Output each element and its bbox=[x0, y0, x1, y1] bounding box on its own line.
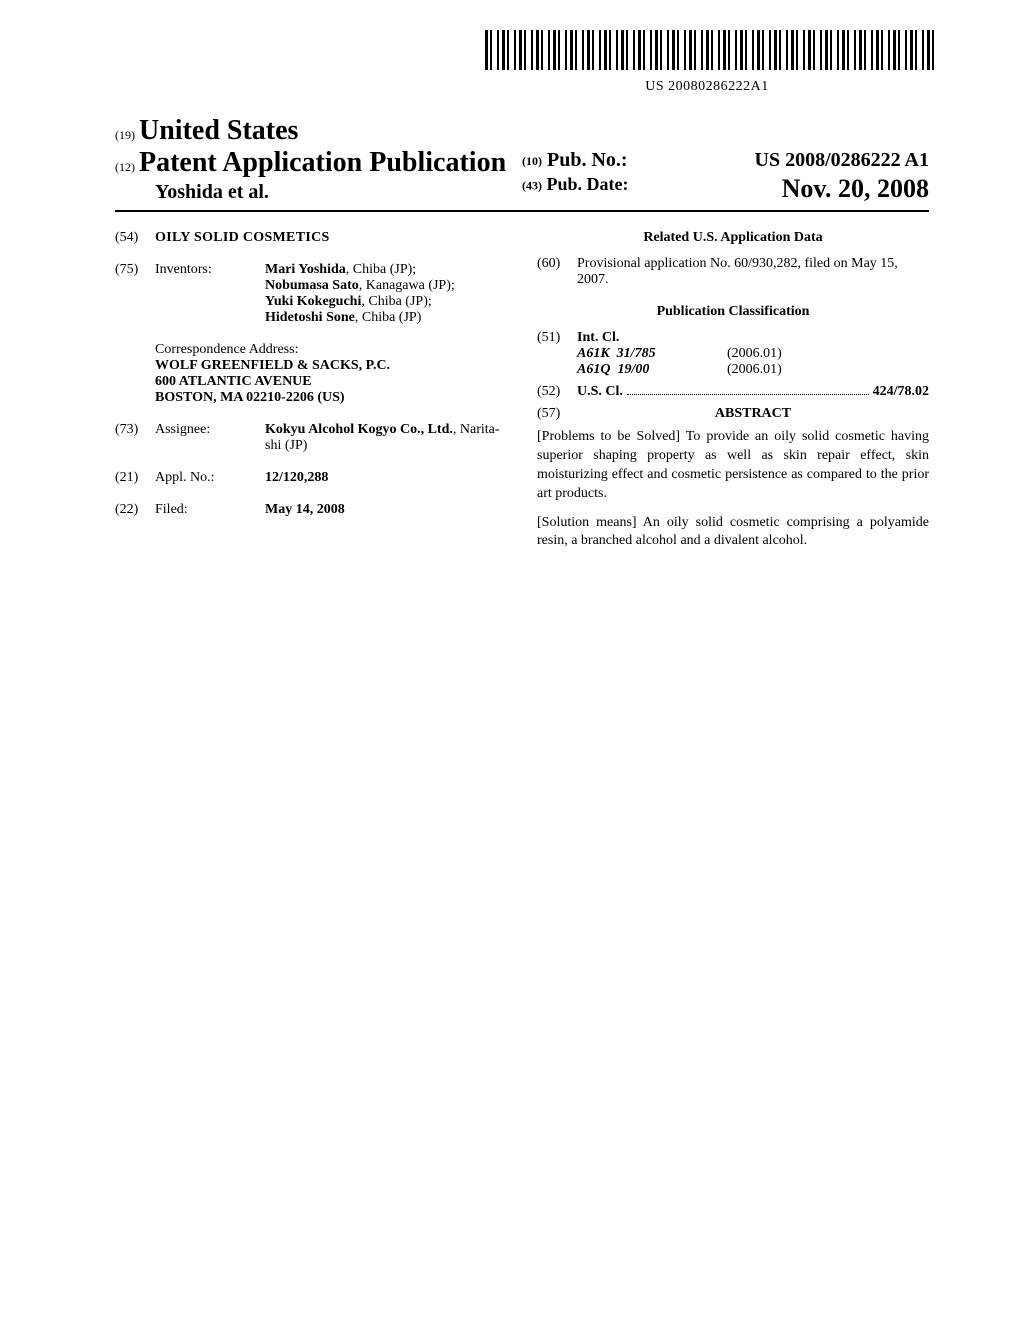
body-columns: (54) OILY SOLID COSMETICS (75) Inventors… bbox=[115, 230, 929, 561]
abstract-head-row: (57) ABSTRACT bbox=[537, 406, 929, 422]
correspondence-block: Correspondence Address: WOLF GREENFIELD … bbox=[155, 342, 507, 406]
assignee-label: Assignee: bbox=[155, 422, 265, 454]
filed-value: May 14, 2008 bbox=[265, 502, 507, 518]
applno-value: 12/120,288 bbox=[265, 470, 507, 486]
country: United States bbox=[139, 115, 298, 146]
intcl-label: Int. Cl. bbox=[577, 330, 929, 346]
invention-title: OILY SOLID COSMETICS bbox=[155, 230, 330, 246]
inventor-2: Yuki Kokeguchi, Chiba (JP); bbox=[265, 294, 507, 310]
left-column: (54) OILY SOLID COSMETICS (75) Inventors… bbox=[115, 230, 507, 561]
pubno-label: Pub. No.: bbox=[547, 149, 628, 171]
corr-line1: WOLF GREENFIELD & SACKS, P.C. bbox=[155, 358, 507, 374]
pubdate-label: Pub. Date: bbox=[547, 174, 629, 194]
country-inid: (19) bbox=[115, 128, 135, 142]
applno-row: (21) Appl. No.: 12/120,288 bbox=[115, 470, 507, 486]
header-row: (19) United States (12) Patent Applicati… bbox=[115, 115, 929, 212]
header-left: (19) United States (12) Patent Applicati… bbox=[115, 115, 522, 204]
pubno-line: (10) Pub. No.: US 2008/0286222 A1 bbox=[522, 149, 929, 172]
pubdate-value: Nov. 20, 2008 bbox=[782, 174, 929, 204]
uscl-line: U.S. Cl. 424/78.02 bbox=[577, 384, 929, 400]
filed-row: (22) Filed: May 14, 2008 bbox=[115, 502, 507, 518]
intcl-0: A61K 31/785 (2006.01) bbox=[577, 346, 929, 362]
intcl-inid: (51) bbox=[537, 330, 577, 378]
inventors-row: (75) Inventors: Mari Yoshida, Chiba (JP)… bbox=[115, 262, 507, 326]
inventor-0: Mari Yoshida, Chiba (JP); bbox=[265, 262, 507, 278]
inventor-1: Nobumasa Sato, Kanagawa (JP); bbox=[265, 278, 507, 294]
dotted-leader-icon bbox=[627, 384, 869, 395]
barcode-text: US 20080286222A1 bbox=[485, 79, 929, 95]
authors: Yoshida et al. bbox=[155, 181, 522, 204]
filed-label: Filed: bbox=[155, 502, 265, 518]
pubdate-inid: (43) bbox=[522, 178, 542, 192]
provisional-row: (60) Provisional application No. 60/930,… bbox=[537, 256, 929, 288]
provisional-text: Provisional application No. 60/930,282, … bbox=[577, 256, 929, 288]
assignee-inid: (73) bbox=[115, 422, 155, 454]
filed-inid: (22) bbox=[115, 502, 155, 518]
related-data-title: Related U.S. Application Data bbox=[537, 230, 929, 246]
pubtype-inid: (12) bbox=[115, 160, 135, 174]
title-inid: (54) bbox=[115, 230, 155, 246]
intcl-row: (51) Int. Cl. A61K 31/785 (2006.01) A61Q… bbox=[537, 330, 929, 378]
inventors-value: Mari Yoshida, Chiba (JP); Nobumasa Sato,… bbox=[265, 262, 507, 326]
abstract-p1: [Problems to be Solved] To provide an oi… bbox=[537, 428, 929, 504]
uscl-value: 424/78.02 bbox=[873, 384, 929, 400]
applno-label: Appl. No.: bbox=[155, 470, 265, 486]
pubno-inid: (10) bbox=[522, 154, 542, 168]
abstract-title: ABSTRACT bbox=[577, 406, 929, 422]
intcl-1: A61Q 19/00 (2006.01) bbox=[577, 362, 929, 378]
uscl-inid: (52) bbox=[537, 384, 577, 400]
barcode-block: US 20080286222A1 bbox=[485, 30, 929, 95]
inventors-inid: (75) bbox=[115, 262, 155, 326]
barcode-icon bbox=[485, 30, 935, 70]
abstract-p2: [Solution means] An oily solid cosmetic … bbox=[537, 514, 929, 552]
corr-label: Correspondence Address: bbox=[155, 342, 507, 358]
classification-title: Publication Classification bbox=[537, 304, 929, 320]
pubno-value: US 2008/0286222 A1 bbox=[755, 149, 929, 172]
assignee-value: Kokyu Alcohol Kogyo Co., Ltd., Narita-sh… bbox=[265, 422, 507, 454]
abstract-inid: (57) bbox=[537, 406, 577, 422]
inventor-3: Hidetoshi Sone, Chiba (JP) bbox=[265, 310, 507, 326]
inventors-label: Inventors: bbox=[155, 262, 265, 326]
corr-line3: BOSTON, MA 02210-2206 (US) bbox=[155, 390, 507, 406]
title-row: (54) OILY SOLID COSMETICS bbox=[115, 230, 507, 246]
provisional-inid: (60) bbox=[537, 256, 577, 288]
patent-page: US 20080286222A1 (19) United States (12)… bbox=[0, 0, 1024, 1320]
pubtype: Patent Application Publication bbox=[139, 147, 506, 178]
uscl-label: U.S. Cl. bbox=[577, 384, 623, 400]
uscl-row: (52) U.S. Cl. 424/78.02 bbox=[537, 384, 929, 400]
corr-line2: 600 ATLANTIC AVENUE bbox=[155, 374, 507, 390]
country-line: (19) United States bbox=[115, 115, 522, 147]
right-column: Related U.S. Application Data (60) Provi… bbox=[537, 230, 929, 561]
pubdate-line: (43) Pub. Date: Nov. 20, 2008 bbox=[522, 174, 929, 204]
assignee-row: (73) Assignee: Kokyu Alcohol Kogyo Co., … bbox=[115, 422, 507, 454]
intcl-block: Int. Cl. A61K 31/785 (2006.01) A61Q 19/0… bbox=[577, 330, 929, 378]
pubtype-line: (12) Patent Application Publication bbox=[115, 147, 522, 179]
header-right: (10) Pub. No.: US 2008/0286222 A1 (43) P… bbox=[522, 149, 929, 204]
applno-inid: (21) bbox=[115, 470, 155, 486]
